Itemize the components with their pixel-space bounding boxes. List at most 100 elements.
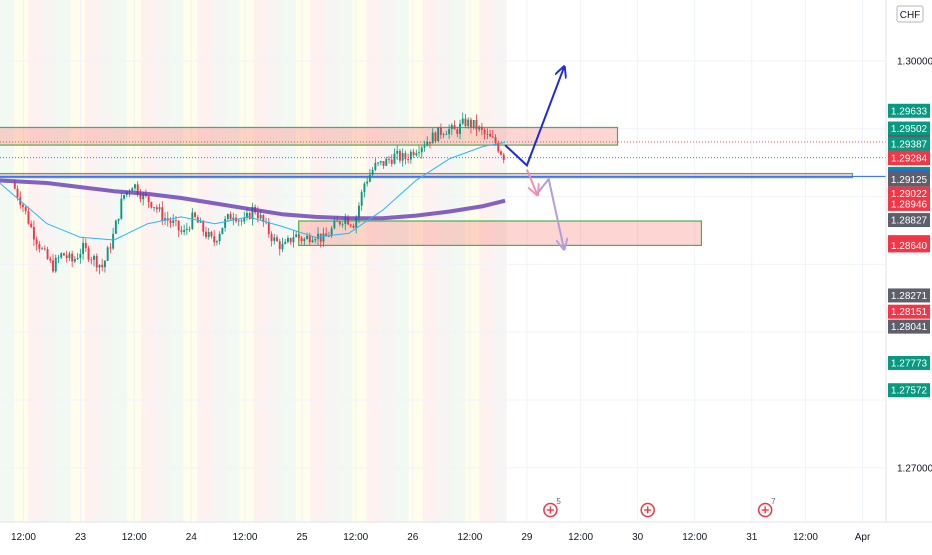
session-band bbox=[324, 0, 339, 522]
candle-body bbox=[237, 220, 240, 222]
candle-body bbox=[388, 158, 390, 160]
candle-body bbox=[420, 147, 423, 153]
candle-body bbox=[221, 227, 224, 234]
candle-body bbox=[426, 142, 429, 146]
time-tick-label: 12:00 bbox=[343, 532, 368, 543]
candle-body bbox=[246, 212, 248, 219]
candle-body bbox=[437, 127, 440, 142]
session-band bbox=[296, 0, 311, 522]
candle-body bbox=[262, 215, 265, 223]
session-band bbox=[366, 0, 381, 522]
candle-body bbox=[114, 220, 117, 234]
candle-body bbox=[22, 204, 24, 207]
candle-body bbox=[229, 214, 232, 220]
candle-body bbox=[240, 220, 243, 222]
candle-body bbox=[276, 237, 278, 242]
candle-body bbox=[439, 127, 442, 135]
candle-body bbox=[79, 253, 82, 258]
price-tag bbox=[888, 319, 930, 334]
candle-body bbox=[500, 151, 502, 155]
projection-arrow bbox=[536, 176, 564, 248]
candle-body bbox=[459, 123, 461, 134]
session-band bbox=[0, 0, 15, 522]
candle-body bbox=[93, 256, 95, 260]
candle-body bbox=[24, 206, 27, 212]
time-axis: 12:00 23 12:00 24 12:00 25 12:00 26 12:00 29 12:00… bbox=[0, 521, 932, 550]
candle-body bbox=[27, 211, 30, 224]
candle-body bbox=[82, 242, 85, 254]
projection-arrow bbox=[504, 68, 564, 168]
candle-body bbox=[169, 220, 172, 223]
candle-body bbox=[188, 228, 191, 230]
candle-body bbox=[347, 217, 349, 225]
event-count-label: 7 bbox=[771, 497, 776, 506]
candle-body bbox=[338, 221, 341, 225]
candle-body bbox=[139, 194, 142, 200]
time-tick-label: 25 bbox=[296, 532, 308, 543]
candle-body bbox=[164, 218, 166, 221]
candle-body bbox=[445, 134, 448, 135]
price-tag-label: 1.28041 bbox=[891, 322, 928, 333]
price-tag bbox=[888, 355, 930, 370]
candle-body bbox=[344, 217, 347, 224]
candles bbox=[13, 112, 505, 275]
candle-body bbox=[87, 248, 90, 260]
candle-body bbox=[199, 221, 202, 223]
candle-body bbox=[174, 220, 177, 222]
time-tick-label: 12:00 bbox=[682, 532, 707, 543]
session-band bbox=[310, 0, 325, 522]
candle-body bbox=[136, 184, 139, 195]
time-tick-label: 12:00 bbox=[122, 532, 147, 543]
candle-body bbox=[469, 119, 472, 128]
candle-body bbox=[295, 234, 298, 238]
candle-body bbox=[65, 255, 68, 259]
candle-body bbox=[448, 129, 451, 135]
candle-body bbox=[325, 233, 328, 237]
session-band bbox=[211, 0, 226, 522]
price-tag bbox=[888, 151, 930, 166]
candle-body bbox=[32, 227, 35, 240]
candle-body bbox=[57, 257, 60, 259]
candle-body bbox=[267, 221, 270, 234]
candle-body bbox=[30, 223, 33, 228]
price-tag-label: 1.27572 bbox=[891, 386, 928, 397]
price-tag-label: 1.29502 bbox=[891, 124, 928, 135]
candle-body bbox=[360, 192, 363, 206]
candle-body bbox=[180, 230, 183, 232]
candle-body bbox=[306, 235, 309, 239]
candle-body bbox=[349, 224, 352, 226]
price-tag-label: 1.28827 bbox=[891, 216, 928, 227]
candle-body bbox=[393, 153, 396, 164]
candle-body bbox=[434, 132, 437, 142]
session-band bbox=[197, 0, 212, 522]
candle-body bbox=[418, 152, 421, 154]
candle-body bbox=[52, 260, 54, 272]
candle-body bbox=[76, 257, 79, 260]
time-tick-label: 24 bbox=[186, 532, 198, 543]
candle-body bbox=[319, 233, 322, 242]
candle-body bbox=[284, 241, 287, 244]
session-band bbox=[267, 0, 282, 522]
candle-body bbox=[486, 133, 489, 135]
supply-demand-zone bbox=[0, 126, 619, 146]
candle-body bbox=[489, 133, 492, 137]
candle-body bbox=[374, 163, 377, 170]
candle-body bbox=[333, 220, 336, 229]
candle-body bbox=[131, 188, 134, 191]
supply-demand-zone bbox=[0, 172, 854, 179]
candle-body bbox=[456, 129, 459, 134]
candle-body bbox=[232, 217, 235, 220]
candle-body bbox=[478, 126, 481, 130]
candle-body bbox=[112, 233, 115, 249]
time-tick-label: 26 bbox=[407, 532, 419, 543]
session-band bbox=[436, 0, 452, 522]
candle-body bbox=[161, 207, 164, 221]
candle-body bbox=[300, 237, 303, 242]
candle-body bbox=[431, 132, 434, 144]
time-tick-label: 12:00 bbox=[793, 532, 818, 543]
candle-body bbox=[382, 161, 385, 166]
candle-body bbox=[341, 223, 344, 225]
grid bbox=[0, 0, 886, 522]
